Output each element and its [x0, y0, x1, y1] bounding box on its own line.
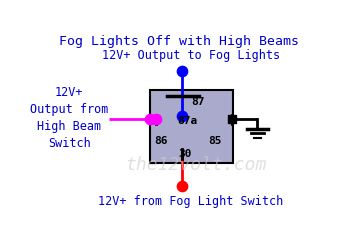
Text: 12V+
Output from
High Beam
Switch: 12V+ Output from High Beam Switch — [30, 86, 109, 150]
Point — [153, 118, 159, 122]
Text: 87: 87 — [191, 97, 205, 107]
Point — [148, 118, 153, 122]
Bar — [150, 90, 233, 163]
Point — [180, 69, 185, 73]
Text: 12V+ Output to Fog Lights: 12V+ Output to Fog Lights — [102, 49, 280, 62]
Text: 85: 85 — [209, 136, 222, 146]
Text: the12volt.com: the12volt.com — [126, 156, 267, 174]
Point — [229, 118, 235, 122]
Text: 30: 30 — [178, 149, 192, 159]
Point — [180, 114, 185, 118]
Text: 86: 86 — [154, 136, 168, 146]
Point — [180, 184, 185, 188]
Text: 87a: 87a — [178, 116, 198, 126]
Text: Fog Lights Off with High Beams: Fog Lights Off with High Beams — [59, 35, 299, 48]
Text: 12V+ from Fog Light Switch: 12V+ from Fog Light Switch — [98, 195, 284, 208]
